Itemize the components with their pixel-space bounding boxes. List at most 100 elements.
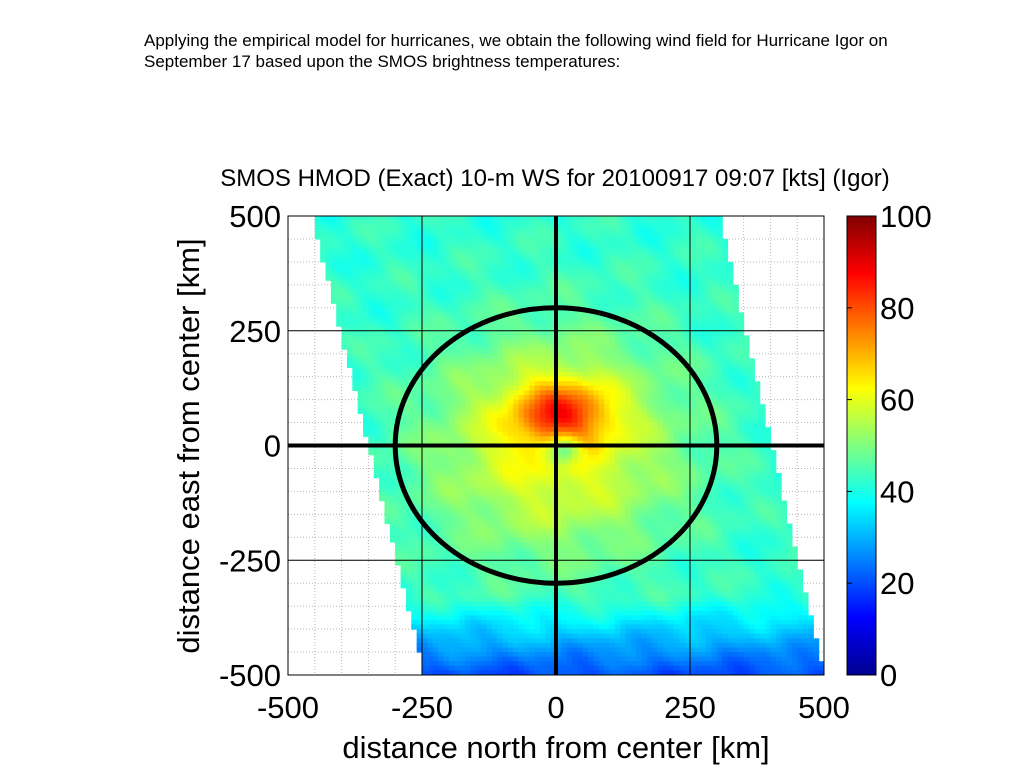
heatmap-cell xyxy=(470,661,477,667)
heatmap-cell xyxy=(593,656,600,662)
heatmap-cell xyxy=(400,509,407,515)
heatmap-cell xyxy=(513,284,520,291)
heatmap-cell xyxy=(373,422,380,428)
heatmap-cell xyxy=(475,220,482,226)
heatmap-cell xyxy=(405,243,412,249)
heatmap-cell xyxy=(395,537,402,543)
heatmap-cell xyxy=(427,234,434,240)
heatmap-cell xyxy=(577,500,584,506)
heatmap-cell xyxy=(534,422,541,428)
heatmap-cell xyxy=(620,220,627,226)
heatmap-cell xyxy=(368,321,375,327)
heatmap-cell xyxy=(422,243,428,249)
heatmap-cell xyxy=(475,238,482,245)
heatmap-cell xyxy=(454,330,461,336)
heatmap-cell xyxy=(513,385,520,392)
heatmap-cell xyxy=(475,266,482,272)
heatmap-cell xyxy=(539,482,546,488)
heatmap-cell xyxy=(502,229,509,235)
heatmap-cell xyxy=(480,349,487,355)
heatmap-cell xyxy=(572,395,579,401)
heatmap-cell xyxy=(518,587,525,593)
heatmap-cell xyxy=(373,445,380,451)
heatmap-cell xyxy=(336,321,343,327)
heatmap-cell xyxy=(384,477,391,483)
heatmap-cell xyxy=(384,491,391,497)
heatmap-cell xyxy=(604,252,611,258)
heatmap-cell xyxy=(523,294,530,300)
heatmap-cell xyxy=(373,307,380,313)
heatmap-cell xyxy=(502,670,509,675)
heatmap-cell xyxy=(502,482,509,488)
heatmap-cell xyxy=(513,564,520,571)
heatmap-cell xyxy=(486,661,493,667)
heatmap-cell xyxy=(572,385,579,392)
heatmap-cell xyxy=(432,413,439,419)
heatmap-cell xyxy=(631,294,637,300)
heatmap-cell xyxy=(416,541,423,548)
heatmap-cell xyxy=(625,417,632,424)
heatmap-cell xyxy=(572,606,579,612)
heatmap-cell xyxy=(491,505,498,511)
heatmap-cell xyxy=(598,330,605,336)
heatmap-cell xyxy=(620,610,627,616)
heatmap-cell xyxy=(448,229,455,235)
heatmap-cell xyxy=(529,271,536,277)
heatmap-cell xyxy=(598,656,605,662)
heatmap-cell xyxy=(556,257,562,263)
heatmap-cell xyxy=(475,491,482,497)
heatmap-cell xyxy=(448,344,455,350)
heatmap-cell xyxy=(566,252,573,258)
heatmap-cell xyxy=(513,372,520,378)
heatmap-cell xyxy=(566,234,573,240)
heatmap-cell xyxy=(459,445,466,451)
heatmap-cell xyxy=(395,289,402,295)
heatmap-cell xyxy=(486,271,493,277)
heatmap-cell xyxy=(405,367,412,373)
heatmap-cell xyxy=(561,284,568,291)
heatmap-cell xyxy=(486,574,493,580)
heatmap-cell xyxy=(625,450,632,456)
heatmap-cell xyxy=(497,596,503,603)
heatmap-cell xyxy=(518,633,525,639)
heatmap-cell xyxy=(518,422,525,428)
heatmap-cell xyxy=(550,362,557,369)
heatmap-cell xyxy=(604,349,611,355)
heatmap-cell xyxy=(631,312,637,318)
heatmap-cell xyxy=(588,427,595,433)
heatmap-cell xyxy=(593,339,600,346)
heatmap-cell xyxy=(604,564,611,571)
heatmap-cell xyxy=(389,399,396,405)
heatmap-cell xyxy=(480,454,487,460)
heatmap-cell xyxy=(604,330,611,336)
heatmap-cell xyxy=(411,312,418,318)
heatmap-cell xyxy=(545,606,552,612)
heatmap-cell xyxy=(373,408,380,414)
heatmap-cell xyxy=(604,422,611,428)
heatmap-cell xyxy=(448,385,455,392)
heatmap-cell xyxy=(405,376,412,382)
heatmap-cell xyxy=(346,248,353,254)
heatmap-cell xyxy=(443,367,450,373)
heatmap-cell xyxy=(491,537,498,543)
heatmap-cell xyxy=(523,463,530,470)
heatmap-cell xyxy=(577,266,584,272)
heatmap-cell xyxy=(604,248,611,254)
heatmap-cell xyxy=(352,376,359,382)
heatmap-cell xyxy=(497,546,503,552)
heatmap-cell xyxy=(459,652,466,658)
heatmap-cell xyxy=(379,344,386,350)
heatmap-cell xyxy=(518,505,525,511)
heatmap-cell xyxy=(464,661,471,667)
heatmap-cell xyxy=(534,528,541,534)
heatmap-cell xyxy=(470,450,477,456)
heatmap-cell xyxy=(609,473,616,479)
heatmap-cell xyxy=(523,339,530,346)
heatmap-cell xyxy=(561,495,568,502)
heatmap-cell xyxy=(400,353,407,359)
heatmap-cell xyxy=(320,216,327,222)
heatmap-cell xyxy=(529,564,536,571)
heatmap-cell xyxy=(422,624,428,630)
heatmap-cell xyxy=(609,661,616,667)
heatmap-cell xyxy=(556,555,562,561)
